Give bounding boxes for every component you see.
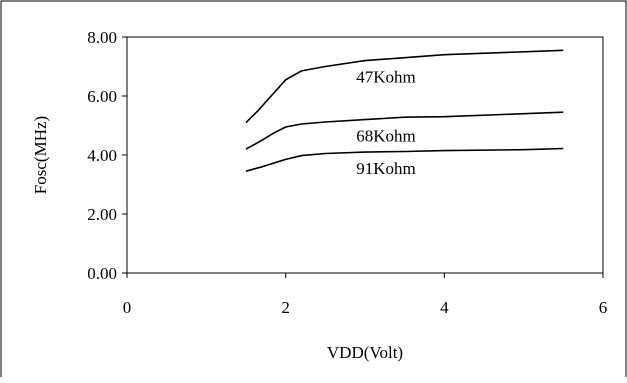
series-line-68kohm xyxy=(245,111,564,150)
y-tick-label: 0.00 xyxy=(87,264,117,283)
y-tick-label: 8.00 xyxy=(87,28,117,47)
series-label-91kohm: 91Kohm xyxy=(356,159,416,178)
y-tick-label: 6.00 xyxy=(87,87,117,106)
series-label-68kohm: 68Kohm xyxy=(356,127,416,146)
y-tick-label: 4.00 xyxy=(87,146,117,165)
x-tick-label: 4 xyxy=(440,298,449,317)
x-tick-label: 2 xyxy=(281,298,290,317)
x-tick-label: 6 xyxy=(599,298,608,317)
series-line-91kohm xyxy=(245,147,564,172)
series-label-47kohm: 47Kohm xyxy=(356,68,416,87)
x-axis-title: VDD(Volt) xyxy=(327,343,403,362)
x-tick-label: 0 xyxy=(123,298,132,317)
series-line-47kohm xyxy=(245,49,564,124)
y-tick-label: 2.00 xyxy=(87,205,117,224)
y-axis-title: Fosc(MHz) xyxy=(31,116,50,194)
